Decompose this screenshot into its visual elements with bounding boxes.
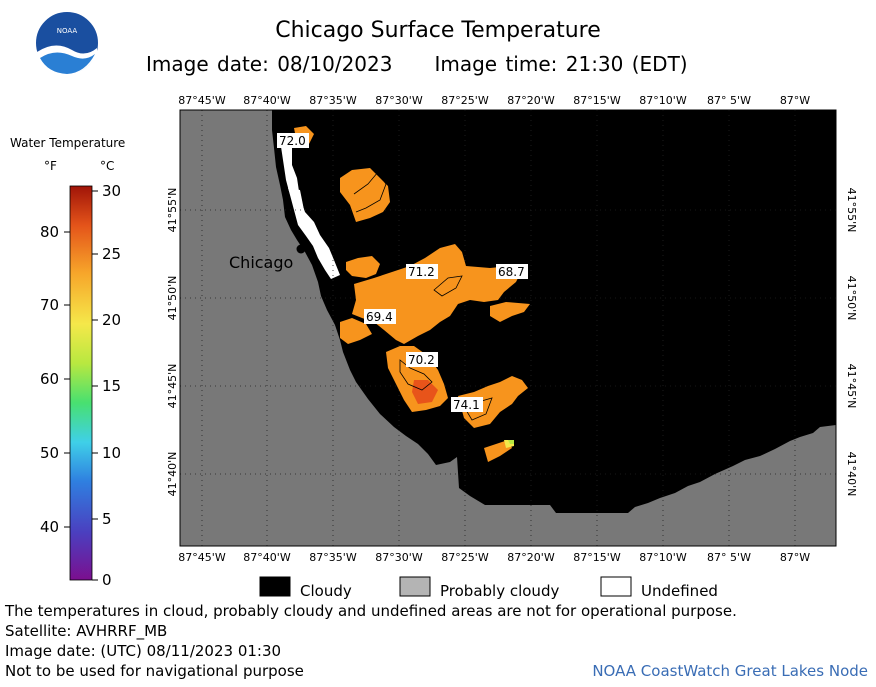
legend-probably-cloudy-swatch bbox=[399, 576, 431, 597]
legend-undefined-swatch bbox=[600, 576, 632, 597]
lon-label: 87°20'W bbox=[507, 94, 555, 107]
city-label: Chicago bbox=[229, 253, 293, 272]
undefined-area bbox=[280, 140, 340, 279]
temp-label-69-4: 69.4 bbox=[366, 310, 393, 324]
legend-labels: Cloudy Probably cloudy Undefined bbox=[300, 582, 718, 600]
lat-labels-right: 41°55'N 41°50'N 41°45'N 41°40'N bbox=[845, 188, 858, 497]
c-tick: 15 bbox=[102, 377, 121, 395]
colorbar-title: Water Temperature bbox=[10, 136, 125, 150]
lon-label: 87°20'W bbox=[507, 551, 555, 564]
lat-label: 41°45'N bbox=[845, 364, 858, 409]
lon-label: 87° 5'W bbox=[707, 551, 751, 564]
legend-undefined-label: Undefined bbox=[641, 582, 718, 600]
lon-labels-bottom: 87°45'W 87°40'W 87°35'W 87°30'W 87°25'W … bbox=[178, 551, 810, 564]
c-tick: 30 bbox=[102, 182, 121, 200]
lon-labels-top: 87°45'W 87°40'W 87°35'W 87°30'W 87°25'W … bbox=[178, 94, 810, 107]
lon-label: 87°30'W bbox=[375, 94, 423, 107]
legend-probably-cloudy-label: Probably cloudy bbox=[440, 582, 559, 600]
lat-label: 41°50'N bbox=[166, 276, 179, 321]
lon-label: 87°25'W bbox=[441, 94, 489, 107]
lon-label: 87°35'W bbox=[309, 551, 357, 564]
f-tick: 40 bbox=[40, 518, 59, 536]
footer-satellite: Satellite: AVHRRF_MB bbox=[5, 622, 168, 640]
footer-note: The temperatures in cloud, probably clou… bbox=[5, 602, 737, 620]
temp-label-68-7: 68.7 bbox=[498, 265, 525, 279]
f-tick: 80 bbox=[40, 223, 59, 241]
legend-cloudy-label: Cloudy bbox=[300, 582, 352, 600]
lon-label: 87°10'W bbox=[639, 94, 687, 107]
footer-node: NOAA CoastWatch Great Lakes Node bbox=[592, 662, 868, 680]
lon-label: 87° 5'W bbox=[707, 94, 751, 107]
temp-label-72-0: 72.0 bbox=[279, 134, 306, 148]
lon-label: 87°45'W bbox=[178, 551, 226, 564]
c-tick: 20 bbox=[102, 311, 121, 329]
temp-labels: 72.0 71.2 68.7 69.4 70.2 74.1 bbox=[277, 133, 528, 412]
unit-fahrenheit: °F bbox=[44, 159, 57, 173]
lon-label: 87°30'W bbox=[375, 551, 423, 564]
lon-label: 87°W bbox=[780, 94, 810, 107]
page-title: Chicago Surface Temperature bbox=[275, 18, 601, 43]
c-tick: 5 bbox=[102, 510, 112, 528]
lon-label: 87°10'W bbox=[639, 551, 687, 564]
footer-nav-warning: Not to be used for navigational purpose bbox=[5, 662, 304, 680]
temp-label-70-2: 70.2 bbox=[408, 353, 435, 367]
colorbar-f-labels: 80 70 60 50 40 bbox=[40, 223, 59, 536]
image-time: Image time: 21:30 (EDT) bbox=[434, 52, 688, 76]
lat-label: 41°40'N bbox=[845, 452, 858, 497]
lon-label: 87°15'W bbox=[573, 551, 621, 564]
c-tick: 0 bbox=[102, 571, 112, 589]
lon-label: 87°40'W bbox=[243, 551, 291, 564]
lat-label: 41°55'N bbox=[845, 188, 858, 233]
lon-label: 87°25'W bbox=[441, 551, 489, 564]
lon-label: 87°W bbox=[780, 551, 810, 564]
unit-celsius: °C bbox=[100, 159, 114, 173]
f-tick: 60 bbox=[40, 370, 59, 388]
lat-labels-left: 41°55'N 41°50'N 41°45'N 41°40'N bbox=[166, 188, 179, 497]
undefined-area-small bbox=[288, 188, 304, 210]
noaa-logo: NOAA bbox=[34, 10, 100, 76]
lat-label: 41°55'N bbox=[166, 188, 179, 233]
legend-cloudy-swatch bbox=[259, 576, 291, 597]
lake-cloud-area bbox=[272, 110, 836, 513]
temp-label-74-1: 74.1 bbox=[453, 398, 480, 412]
image-datetime: Image date: 08/10/2023 Image time: 21:30 … bbox=[146, 52, 688, 76]
lon-label: 87°35'W bbox=[309, 94, 357, 107]
chicago-marker bbox=[296, 244, 306, 254]
colorbar-c-labels: 30 25 20 15 10 5 0 bbox=[102, 182, 121, 589]
lat-label: 41°40'N bbox=[166, 452, 179, 497]
f-tick: 50 bbox=[40, 444, 59, 462]
colorbar-ticks bbox=[64, 190, 98, 581]
footer-utc-date: Image date: (UTC) 08/11/2023 01:30 bbox=[5, 642, 282, 660]
map-frame bbox=[179, 109, 837, 547]
lon-label: 87°45'W bbox=[178, 94, 226, 107]
lat-label: 41°50'N bbox=[845, 276, 858, 321]
colorbar bbox=[69, 185, 93, 581]
temp-label-71-2: 71.2 bbox=[408, 265, 435, 279]
image-date: Image date: 08/10/2023 bbox=[146, 52, 393, 76]
logo-text: NOAA bbox=[57, 27, 78, 35]
f-tick: 70 bbox=[40, 296, 59, 314]
lon-label: 87°40'W bbox=[243, 94, 291, 107]
c-tick: 25 bbox=[102, 245, 121, 263]
lon-label: 87°15'W bbox=[573, 94, 621, 107]
lat-label: 41°45'N bbox=[166, 364, 179, 409]
c-tick: 10 bbox=[102, 444, 121, 462]
